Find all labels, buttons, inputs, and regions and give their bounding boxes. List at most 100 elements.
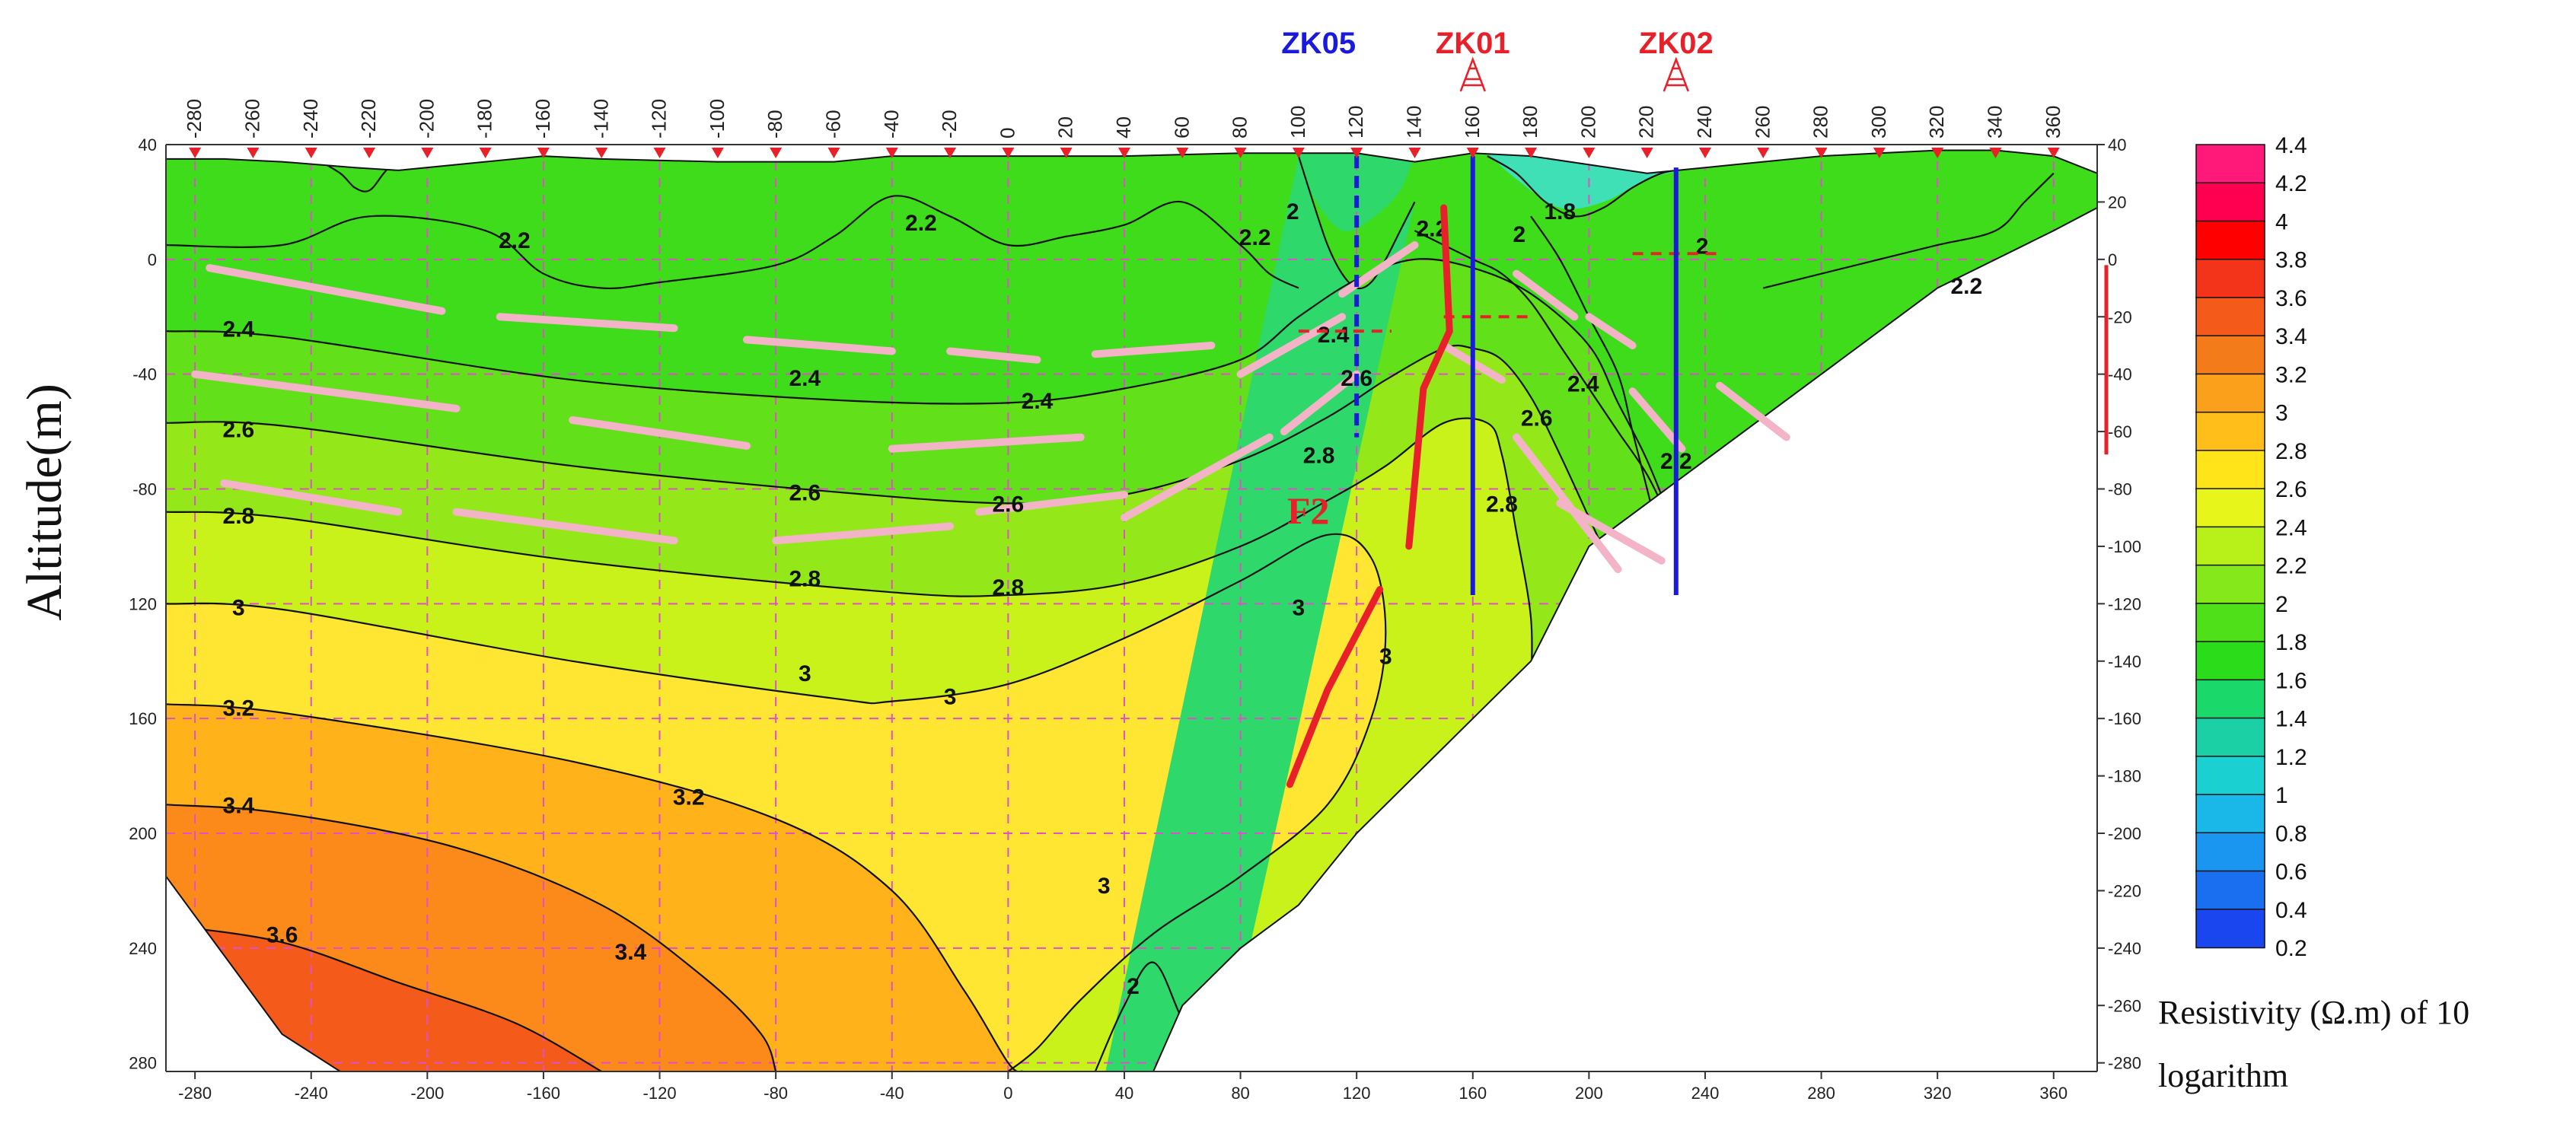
right-tick-label: 20	[2108, 193, 2126, 212]
top-tick-label: 220	[1635, 106, 1658, 138]
left-tick-label: -80	[132, 480, 157, 499]
contour-label: 1.8	[1544, 199, 1576, 224]
top-tick-label: 260	[1751, 106, 1774, 138]
contour-label: 3	[944, 684, 957, 709]
top-tick-label: 280	[1809, 106, 1832, 138]
contour-label: 3	[232, 595, 245, 620]
top-tick-label: 20	[1054, 116, 1077, 138]
top-tick-label: 360	[2042, 106, 2064, 138]
station-marker	[1931, 148, 1944, 158]
borehole-label: ZK01	[1436, 27, 1510, 60]
left-tick-label: 160	[129, 709, 157, 728]
left-tick-label: 120	[129, 594, 157, 613]
right-tick-label: -280	[2108, 1054, 2141, 1073]
colorbar-tick-label: 1.8	[2275, 630, 2307, 655]
colorbar-swatch	[2195, 488, 2265, 528]
top-tick-label: 340	[1983, 106, 2006, 138]
station-marker	[1583, 148, 1596, 158]
fracture-line	[206, 264, 446, 315]
left-tick-label: 280	[129, 1054, 157, 1073]
y-axis-label: Altitude(m)	[17, 384, 72, 621]
colorbar-swatch	[2195, 335, 2265, 375]
station-marker	[1408, 148, 1421, 158]
bottom-tick-label: -80	[764, 1084, 788, 1103]
top-tick-label: 300	[1867, 106, 1890, 138]
top-tick-label: -140	[589, 99, 612, 138]
right-tick-label: -100	[2108, 537, 2141, 556]
station-marker	[1640, 148, 1653, 158]
fracture-lines	[191, 241, 1790, 574]
station-marker	[1815, 148, 1828, 158]
right-tick-label: 40	[2108, 135, 2126, 154]
fracture-line	[1513, 269, 1579, 321]
station-marker	[537, 148, 550, 158]
contour-label: 3	[1098, 874, 1111, 899]
station-marker	[189, 148, 202, 158]
top-tick-label: 180	[1519, 106, 1541, 138]
left-tick-label: -40	[132, 365, 157, 384]
zone-z20-pocket	[1298, 153, 1415, 232]
bottom-tick-labels: -280 -240 -200 -160 -120 -80 -40 0 40 80 120 160 200…	[178, 1071, 2067, 1103]
contour-3.6	[166, 924, 602, 1071]
contour-label: 3	[799, 661, 811, 686]
bottom-tick-label: 80	[1231, 1084, 1249, 1103]
top-tick-label: -220	[357, 99, 380, 138]
bottom-tick-label: 200	[1575, 1084, 1603, 1103]
top-tick-label: 120	[1344, 106, 1367, 138]
fracture-line	[1556, 499, 1666, 565]
right-tick-label: -120	[2108, 594, 2141, 613]
borehole-label: ZK02	[1639, 27, 1714, 60]
station-marker	[363, 148, 376, 158]
contour-label: 2.4	[789, 366, 821, 391]
contour-label: 2.8	[1303, 444, 1335, 469]
top-tick-label: -280	[183, 99, 206, 138]
right-tick-label: -60	[2108, 422, 2132, 441]
contour-2.8	[166, 417, 1533, 690]
top-tick-label: 320	[1925, 106, 1948, 138]
bottom-tick-label: 320	[1924, 1084, 1952, 1103]
bottom-tick-label: -160	[527, 1084, 560, 1103]
bottom-tick-label: -40	[880, 1084, 904, 1103]
top-tick-labels: -280 -260 -240 -220 -200 -180 -160 -140 -120 -100…	[183, 99, 2064, 158]
right-tick-label: -260	[2108, 996, 2141, 1015]
contour-label: 2	[1127, 974, 1140, 999]
colorbar-swatch	[2195, 450, 2265, 490]
colorbar-tick-label: 2.8	[2275, 439, 2307, 464]
contour-label: 2.6	[223, 418, 255, 443]
colorbar-swatch	[2195, 182, 2265, 222]
colorbar-swatch	[2195, 909, 2265, 949]
contour-label: 2.6	[993, 492, 1025, 517]
colorbar-swatch	[2195, 564, 2265, 605]
colorbar-tick-label: 3	[2275, 401, 2288, 426]
top-tick-label: -120	[648, 99, 671, 138]
station-marker	[711, 148, 724, 158]
fracture-line	[452, 508, 678, 545]
contour-label: 2.2	[905, 211, 937, 236]
station-marker	[479, 148, 492, 158]
contour-label: 2	[1513, 222, 1526, 247]
colorbar-tick-label: 4	[2275, 209, 2288, 234]
station-marker	[1698, 148, 1711, 158]
top-tick-label: 100	[1286, 106, 1309, 138]
station-marker	[827, 148, 840, 158]
top-tick-label: -240	[299, 99, 322, 138]
contour-2.2	[311, 155, 400, 193]
right-tick-label: 0	[2108, 250, 2117, 269]
top-tick-label: 80	[1229, 116, 1251, 138]
contour-label: 2.4	[1022, 389, 1054, 414]
station-marker	[1525, 148, 1538, 158]
fracture-line	[1280, 370, 1361, 436]
colorbar-tick-label: 0.4	[2275, 898, 2307, 923]
right-tick-labels: 40 20 0 -20 -40 -60 -80 -100 -120 -140 -160 -180 -20…	[2097, 135, 2141, 1073]
fracture-line	[496, 313, 678, 333]
colorbar-tick-labels: 4.4 4.2 4 3.8 3.6 3.4 3.2 3 2.8 2.6 2.4 2.2 2 1.8 1.6 1…	[2275, 133, 2307, 961]
left-tick-labels: 40 0 -40 -80 120 160 200 240 280	[129, 135, 157, 1073]
station-marker	[247, 148, 260, 158]
left-tick-label: 0	[148, 250, 157, 269]
colorbar: 4.4 4.2 4 3.8 3.6 3.4 3.2 3 2.8 2.6 2.4 2.2 2 1.8 1.6 1…	[2158, 133, 2469, 1094]
station-marker	[1350, 148, 1363, 158]
colorbar-swatch	[2195, 870, 2265, 911]
fracture-line	[772, 522, 955, 545]
top-tick-label: 60	[1170, 116, 1193, 138]
bottom-tick-label: -120	[643, 1084, 677, 1103]
